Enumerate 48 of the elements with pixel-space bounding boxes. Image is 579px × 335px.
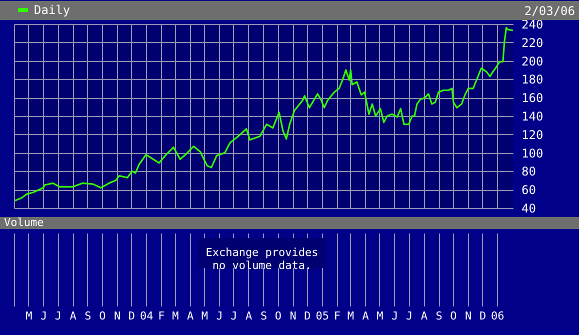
- x-tick-label: A: [70, 310, 77, 322]
- y2-tick-label: 140: [522, 110, 544, 124]
- y2-tick-label: 60: [522, 183, 536, 198]
- x-tick-label: S: [260, 310, 268, 322]
- x-tick-label: F: [334, 310, 341, 322]
- x-tick-label: M: [172, 310, 180, 322]
- x-tick-label: A: [420, 310, 428, 322]
- x-tick-label: 06: [491, 310, 504, 322]
- x-tick-label: O: [99, 310, 106, 322]
- legend-label: Daily: [34, 3, 70, 17]
- x-tick-label: A: [362, 310, 370, 322]
- x-tick-label: F: [158, 310, 165, 322]
- x-tick-label: D: [304, 310, 311, 322]
- y2-tick-label: 240: [522, 18, 544, 32]
- x-tick-label: J: [216, 310, 223, 322]
- x-tick-label: M: [347, 310, 354, 322]
- x-tick-label: J: [40, 310, 48, 322]
- x-tick-label: J: [54, 310, 62, 322]
- x-tick-label: A: [186, 310, 194, 322]
- y2-tick-label: 200: [522, 54, 544, 68]
- x-tick-label: 05: [316, 310, 329, 322]
- x-tick-label: M: [201, 310, 208, 322]
- x-tick-label: S: [84, 310, 92, 322]
- x-tick-label: 04: [140, 310, 154, 322]
- x-tick-label: M: [376, 310, 384, 322]
- y2-tick-label: 220: [522, 36, 544, 50]
- text: Volume: [4, 216, 44, 229]
- x-tick-label: S: [436, 310, 442, 322]
- x-tick-label: J: [230, 310, 238, 322]
- x-tick-label: O: [274, 310, 282, 322]
- x-tick-label: D: [479, 310, 486, 322]
- y2-tick-label: 40: [522, 202, 536, 216]
- y2-tick-label: 100: [522, 146, 544, 160]
- x-tick-label: J: [406, 310, 413, 322]
- x-tick-label: O: [450, 310, 457, 322]
- y2-tick-label: 180: [522, 72, 544, 87]
- text: Exchange provides no volume data.: [206, 246, 318, 272]
- x-tick-label: D: [128, 310, 135, 322]
- y2-tick-label: 80: [522, 164, 536, 179]
- y2-tick-label: 120: [522, 128, 544, 142]
- text: 2/03/06: [524, 4, 575, 18]
- x-tick-label: N: [114, 310, 121, 322]
- y2-tick-label: 160: [522, 91, 544, 106]
- x-tick-label: J: [392, 310, 398, 322]
- x-tick-label: N: [465, 310, 472, 322]
- x-tick-label: A: [246, 310, 253, 322]
- x-tick-label: N: [290, 310, 296, 322]
- x-tick-label: M: [26, 310, 33, 322]
